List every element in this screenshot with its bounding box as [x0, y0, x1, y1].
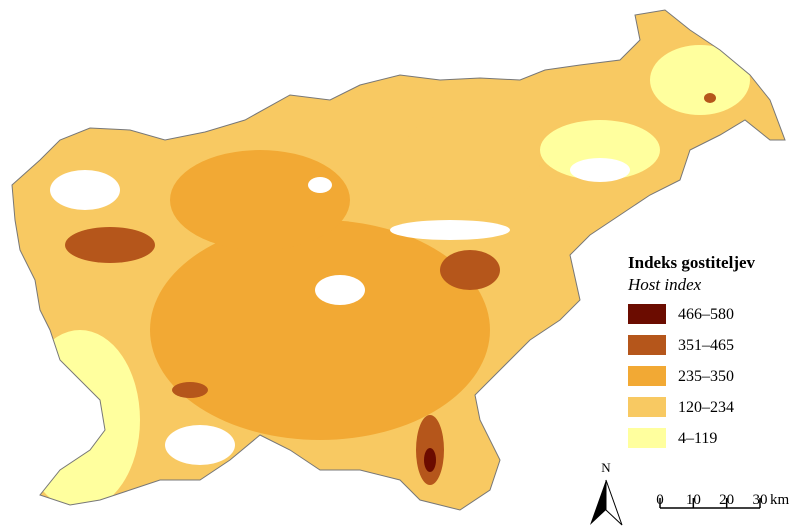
- legend-label: 351–465: [678, 337, 734, 354]
- legend: 466–580 351–465 235–350 120–234 4–119: [628, 304, 734, 448]
- legend-subtitle: Host index: [627, 275, 702, 294]
- scale-label: 0: [656, 492, 664, 508]
- zone: [20, 330, 140, 510]
- scale-label: 10: [686, 492, 701, 508]
- legend-label: 466–580: [678, 306, 734, 323]
- legend-swatch: [628, 397, 666, 417]
- zone: [150, 220, 490, 440]
- arrow-right: [605, 479, 623, 526]
- scale-label: 30: [753, 492, 768, 508]
- legend-label: 120–234: [678, 399, 734, 416]
- zone: [65, 227, 155, 263]
- zone: [570, 158, 630, 182]
- legend-swatch: [628, 335, 666, 355]
- scale-unit: km: [770, 492, 790, 508]
- scale-label: 20: [719, 492, 734, 508]
- zone: [172, 382, 208, 398]
- zone: [650, 45, 750, 115]
- zone: [315, 275, 365, 305]
- zone: [440, 250, 500, 290]
- zone: [424, 448, 436, 472]
- zone: [704, 93, 716, 103]
- zone: [400, 110, 540, 210]
- legend-title: Indeks gostiteljev: [628, 253, 756, 272]
- legend-label: 4–119: [678, 430, 717, 447]
- zone: [170, 150, 350, 250]
- legend-swatch: [628, 428, 666, 448]
- zone: [540, 120, 660, 180]
- zone: [165, 425, 235, 465]
- arrow-left: [590, 480, 606, 525]
- north-label: N: [601, 460, 611, 475]
- zone: [308, 177, 332, 193]
- legend-swatch: [628, 304, 666, 324]
- legend-label: 235–350: [678, 368, 734, 385]
- legend-swatch: [628, 366, 666, 386]
- zone: [50, 170, 120, 210]
- scale-bar: 0 10 20 30 km: [656, 492, 790, 509]
- zone: [390, 220, 510, 240]
- north-arrow: N: [590, 460, 623, 526]
